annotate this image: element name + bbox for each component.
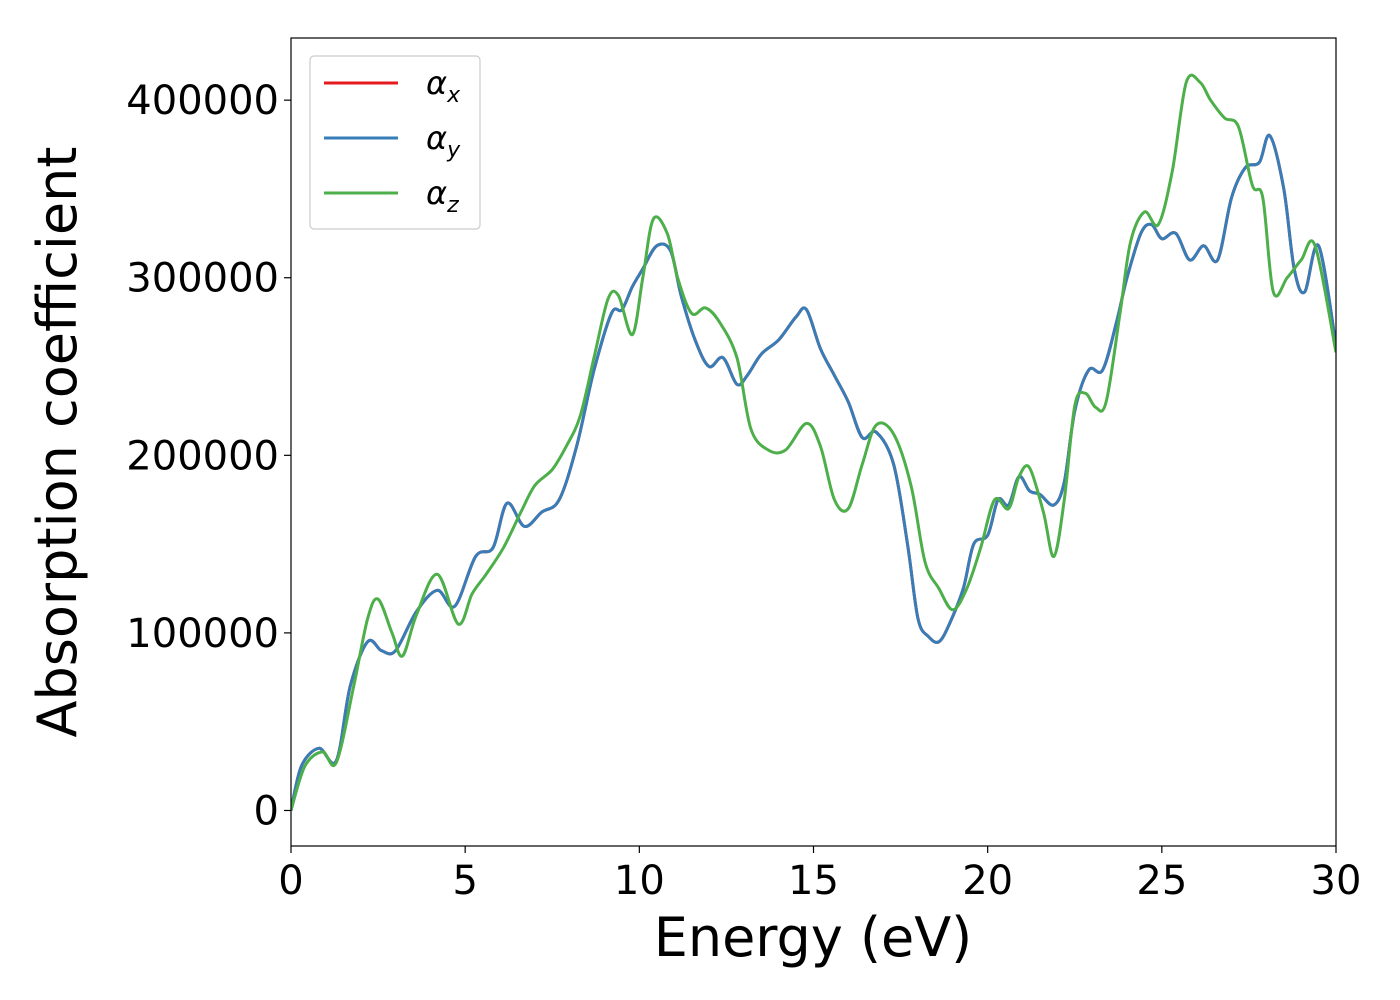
x-tick-label: 30 (1311, 858, 1362, 904)
legend-label-z: αz (426, 174, 459, 218)
x-tick-label: 5 (452, 858, 477, 904)
x-axis: 0 5 10 15 20 25 30 (278, 846, 1361, 904)
x-tick-label: 25 (1136, 858, 1187, 904)
legend-label-x: αx (426, 64, 461, 108)
y-tick-label: 300000 (126, 256, 279, 302)
series-layer (291, 73, 1336, 811)
y-axis: 0 100000 200000 300000 400000 (126, 78, 291, 834)
legend: αx αy αz (309, 55, 481, 230)
x-tick-label: 0 (278, 858, 303, 904)
x-tick-label: 20 (962, 858, 1013, 904)
y-tick-label: 100000 (126, 611, 279, 657)
y-tick-label: 400000 (126, 78, 279, 124)
x-tick-label: 10 (614, 858, 665, 904)
y-tick-label: 0 (254, 788, 279, 834)
x-tick-label: 15 (788, 858, 839, 904)
y-axis-title: Absorption coefficient (26, 147, 89, 738)
legend-label-y: αy (426, 119, 461, 163)
legend-box (309, 55, 481, 230)
series-line-y (291, 133, 1336, 811)
series-line-z (291, 73, 1336, 811)
y-tick-label: 200000 (126, 433, 279, 479)
x-axis-title: Energy (eV) (654, 906, 973, 969)
